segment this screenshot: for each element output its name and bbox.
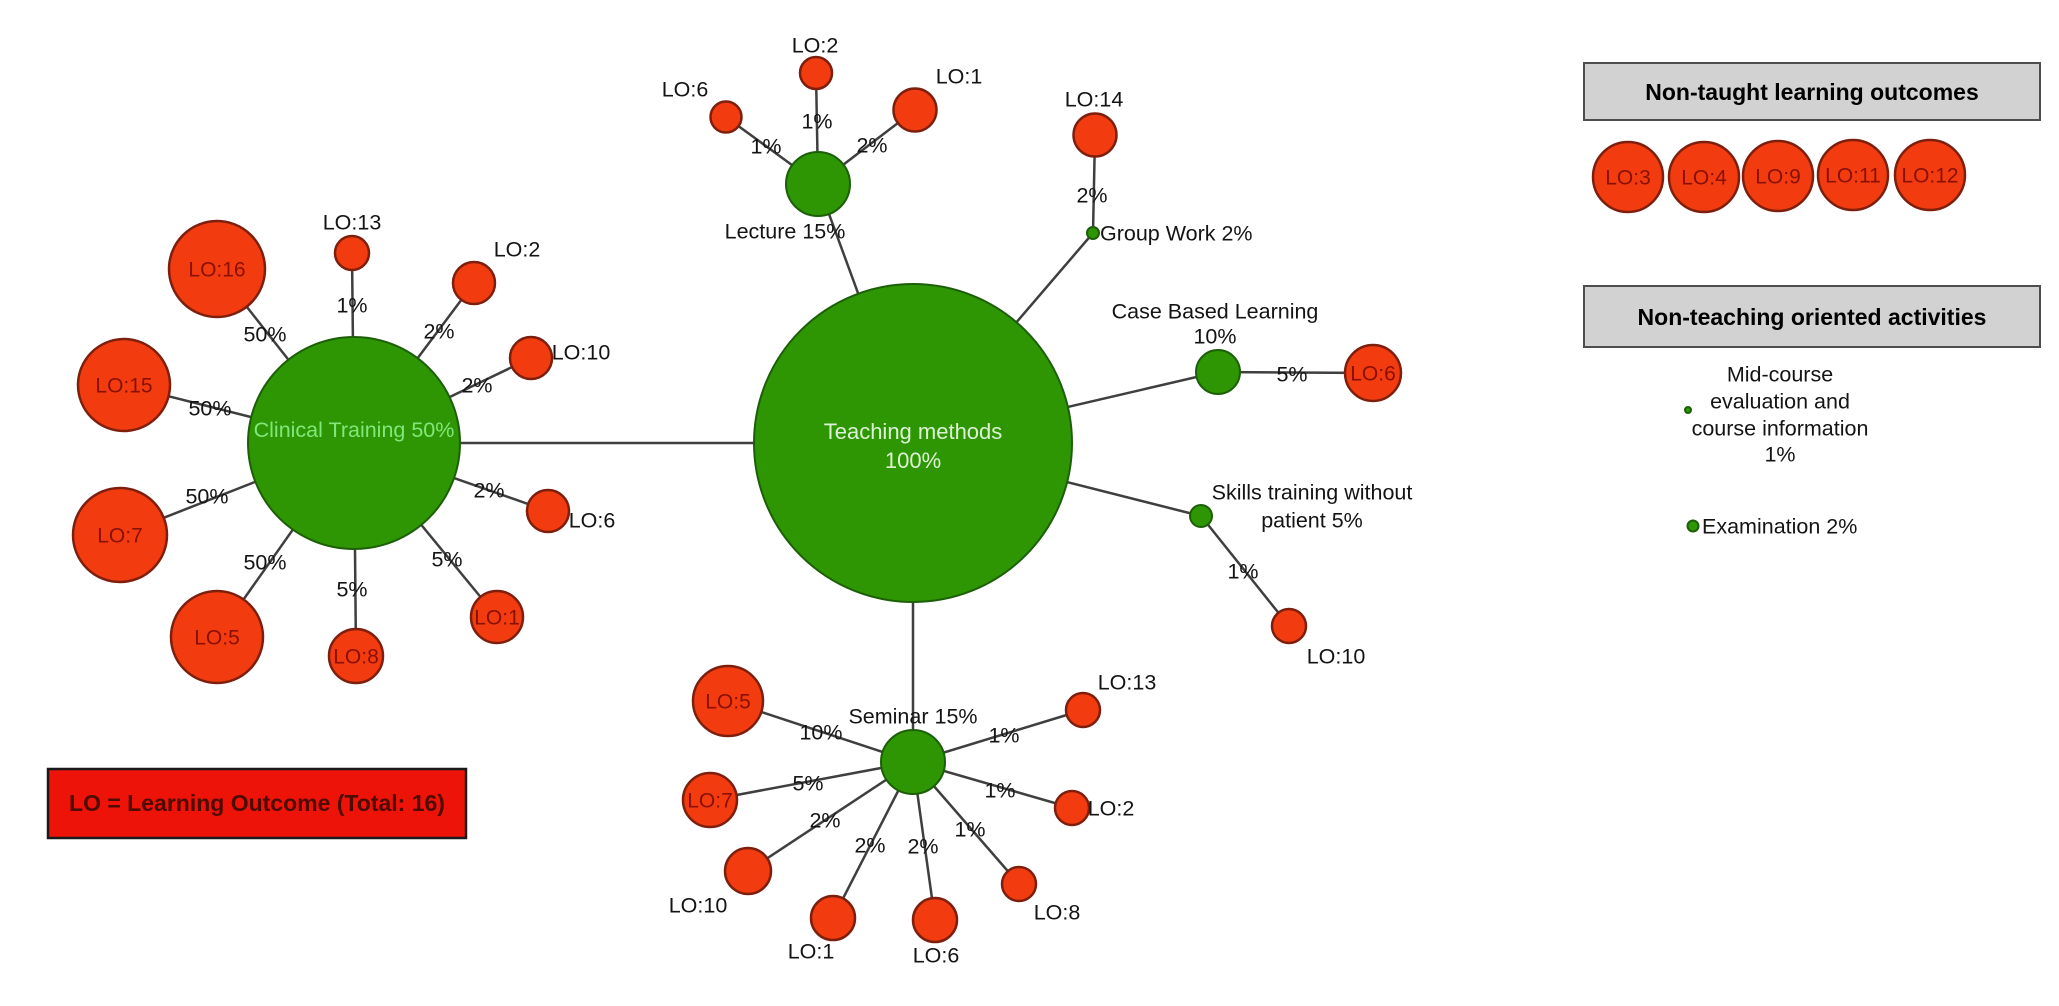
svg-text:1%: 1%	[801, 110, 832, 134]
svg-text:LO:10: LO:10	[1307, 645, 1366, 669]
svg-text:LO:15: LO:15	[95, 375, 152, 398]
svg-text:2%: 2%	[461, 374, 492, 398]
svg-text:1%: 1%	[988, 724, 1019, 748]
svg-text:Skills training without: Skills training without	[1212, 481, 1413, 505]
svg-text:LO:7: LO:7	[687, 790, 733, 813]
svg-text:LO:6: LO:6	[569, 509, 616, 533]
svg-text:1%: 1%	[1764, 443, 1795, 467]
svg-text:LO:1: LO:1	[788, 940, 835, 964]
svg-text:Mid-course: Mid-course	[1727, 363, 1833, 387]
svg-text:course information: course information	[1692, 417, 1869, 441]
svg-text:5%: 5%	[336, 578, 367, 602]
svg-text:LO:2: LO:2	[1088, 797, 1135, 821]
svg-text:evaluation and: evaluation and	[1710, 390, 1850, 414]
svg-text:2%: 2%	[1076, 184, 1107, 208]
svg-text:Clinical Training 50%: Clinical Training 50%	[254, 418, 455, 442]
svg-text:LO:2: LO:2	[792, 34, 839, 58]
svg-text:LO:14: LO:14	[1065, 88, 1124, 112]
svg-text:LO:11: LO:11	[1825, 165, 1881, 188]
svg-text:1%: 1%	[336, 294, 367, 318]
svg-text:LO:9: LO:9	[1755, 166, 1801, 189]
svg-text:LO:13: LO:13	[323, 211, 382, 235]
svg-text:LO:6: LO:6	[662, 78, 709, 102]
svg-text:5%: 5%	[431, 548, 462, 572]
svg-text:2%: 2%	[423, 320, 454, 344]
svg-text:Non-teaching oriented activiti: Non-teaching oriented activities	[1638, 304, 1987, 330]
svg-text:LO:6: LO:6	[1350, 363, 1396, 386]
svg-text:2%: 2%	[854, 834, 885, 858]
svg-text:Case Based Learning: Case Based Learning	[1112, 300, 1319, 324]
svg-text:5%: 5%	[792, 772, 823, 796]
svg-text:LO:4: LO:4	[1681, 167, 1727, 190]
svg-text:10%: 10%	[799, 721, 842, 745]
svg-text:2%: 2%	[907, 835, 938, 859]
svg-text:100%: 100%	[885, 448, 941, 473]
svg-text:Teaching methods: Teaching methods	[824, 419, 1003, 444]
svg-text:5%: 5%	[1276, 363, 1307, 387]
svg-text:Seminar 15%: Seminar 15%	[848, 705, 977, 729]
svg-text:LO:16: LO:16	[188, 259, 245, 282]
svg-text:10%: 10%	[1193, 325, 1236, 349]
svg-text:50%: 50%	[243, 323, 286, 347]
svg-text:2%: 2%	[473, 479, 504, 503]
svg-text:LO = Learning Outcome (Total:: LO = Learning Outcome (Total: 16)	[69, 790, 445, 816]
svg-text:Non-taught learning outcomes: Non-taught learning outcomes	[1645, 79, 1979, 105]
svg-text:LO:5: LO:5	[194, 627, 240, 650]
svg-text:LO:8: LO:8	[333, 646, 379, 669]
svg-text:2%: 2%	[809, 809, 840, 833]
svg-text:LO:1: LO:1	[474, 607, 520, 630]
svg-text:LO:13: LO:13	[1098, 671, 1157, 695]
svg-text:1%: 1%	[954, 818, 985, 842]
svg-text:Group Work 2%: Group Work 2%	[1100, 222, 1253, 246]
svg-text:Lecture 15%: Lecture 15%	[725, 220, 846, 244]
svg-text:LO:8: LO:8	[1034, 901, 1081, 925]
svg-text:50%: 50%	[185, 485, 228, 509]
svg-text:LO:2: LO:2	[494, 238, 541, 262]
svg-text:LO:5: LO:5	[705, 691, 751, 714]
svg-text:Examination 2%: Examination 2%	[1702, 515, 1857, 539]
svg-text:LO:6: LO:6	[913, 944, 960, 968]
svg-text:50%: 50%	[243, 551, 286, 575]
svg-text:LO:1: LO:1	[936, 65, 983, 89]
svg-text:LO:12: LO:12	[1901, 165, 1958, 188]
svg-text:patient 5%: patient 5%	[1261, 509, 1363, 533]
svg-text:LO:3: LO:3	[1605, 167, 1651, 190]
svg-text:1%: 1%	[1227, 560, 1258, 584]
svg-text:LO:7: LO:7	[97, 525, 143, 548]
svg-text:1%: 1%	[750, 135, 781, 159]
svg-text:LO:10: LO:10	[552, 341, 611, 365]
svg-text:1%: 1%	[984, 779, 1015, 803]
svg-text:50%: 50%	[188, 397, 231, 421]
svg-text:2%: 2%	[856, 134, 887, 158]
svg-text:LO:10: LO:10	[669, 894, 728, 918]
